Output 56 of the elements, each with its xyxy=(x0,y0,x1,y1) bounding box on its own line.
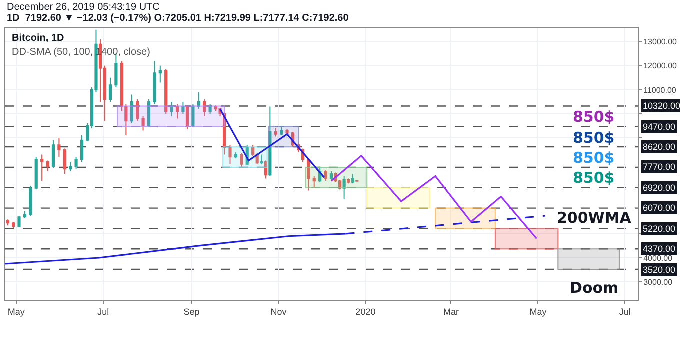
candlestick xyxy=(153,60,156,105)
ref-line-label: 5220.00 xyxy=(643,224,676,234)
candlestick xyxy=(23,210,27,219)
candlestick xyxy=(63,148,66,174)
ref-line-label: 6070.00 xyxy=(643,203,676,213)
ref-line-label: 10320.00 xyxy=(643,101,680,111)
x-tick-label: Jul xyxy=(98,306,110,317)
candlestick xyxy=(40,154,44,182)
annotation: 850$ xyxy=(573,129,615,147)
line-series xyxy=(330,155,538,240)
candlestick xyxy=(58,137,61,158)
candlestick xyxy=(268,106,272,177)
candlestick xyxy=(158,65,162,84)
x-tick-label: May xyxy=(530,306,548,317)
x-tick-label: Jul xyxy=(619,306,631,317)
y-tick-label: 13000.00 xyxy=(644,38,678,47)
candlestick xyxy=(330,171,334,180)
text: December 26, 2019 05:43:19 UTC xyxy=(7,2,160,13)
candlestick xyxy=(52,140,56,168)
ref-line-label: 3520.00 xyxy=(643,265,676,275)
ref-line-label: 7770.00 xyxy=(643,162,676,172)
candlestick xyxy=(280,125,284,136)
candlestick xyxy=(342,176,346,200)
ref-line-label: 9470.00 xyxy=(643,122,676,132)
candlestick xyxy=(12,221,16,228)
candlestick xyxy=(34,156,38,190)
candlestick xyxy=(29,185,32,216)
candlestick xyxy=(6,219,10,226)
candlestick xyxy=(18,215,21,228)
candlestick xyxy=(74,156,78,170)
y-tick-label: 12000.00 xyxy=(644,62,678,71)
annotation: Doom xyxy=(570,279,619,297)
y-tick-label: 3000.00 xyxy=(644,278,674,287)
x-tick-label: Mar xyxy=(443,306,459,317)
text: Bitcoin, 1D xyxy=(12,33,64,44)
candlestick xyxy=(108,77,112,102)
y-tick-label: 11000.00 xyxy=(644,86,677,95)
ref-line-label: 4370.00 xyxy=(643,244,676,254)
x-tick-label: Sep xyxy=(184,306,200,317)
candlestick xyxy=(80,135,84,162)
candlestick xyxy=(234,152,238,159)
ref-line-label: 6920.00 xyxy=(643,183,676,193)
x-tick-label: Nov xyxy=(270,306,288,317)
x-tick-label: May xyxy=(8,306,26,317)
annotation: 850$ xyxy=(573,169,615,187)
candlestick xyxy=(69,161,72,172)
y-tick-label: 4000.00 xyxy=(644,254,674,263)
candlestick xyxy=(260,154,264,165)
annotation: 200WMA xyxy=(557,209,632,227)
annotation: 850$ xyxy=(573,149,615,167)
text: 1D 7192.60 ▼ −12.03 (−0.17%) O:7205.01 H:7219.99 L:7177.14 C:7192.60 xyxy=(7,13,350,24)
annotation: 850$ xyxy=(573,108,615,126)
x-tick-label: 2020 xyxy=(356,306,376,317)
ref-line-label: 8620.00 xyxy=(643,142,676,152)
candlestick xyxy=(351,173,354,184)
candlestick xyxy=(46,160,50,172)
